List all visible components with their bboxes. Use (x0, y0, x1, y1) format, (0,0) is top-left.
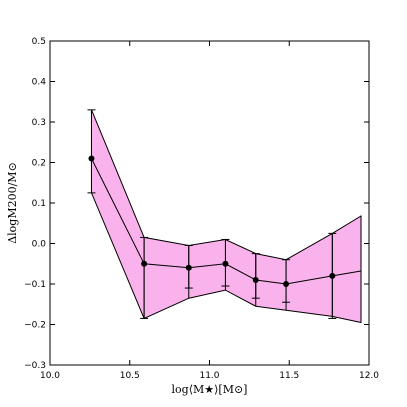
x-tick-label: 12.0 (359, 371, 379, 381)
y-tick-label: 0.0 (32, 240, 47, 250)
band-median-line (91, 158, 362, 285)
data-point (222, 260, 229, 267)
band-area (91, 109, 362, 324)
data-point (252, 276, 259, 283)
ticks-layer: 10.0 10.5 11.0 11.5 12.0 −0.3 −0.2 −0.1 0.0 0.1 0.… (24, 37, 379, 381)
x-tick-label: 11.5 (279, 371, 299, 381)
x-axis-label: log⟨M★⟩[M⊙] (172, 383, 248, 396)
series-layer (87, 109, 337, 319)
data-point (329, 272, 336, 279)
y-tick-label: −0.1 (24, 280, 46, 290)
y-tick-label: 0.1 (32, 199, 46, 209)
y-tick-label: 0.4 (32, 78, 47, 88)
data-point (141, 260, 148, 267)
x-tick-label: 11.0 (199, 371, 219, 381)
y-tick-label: 0.3 (32, 118, 46, 128)
data-point (88, 155, 95, 162)
x-tick-label: 10.0 (40, 371, 60, 381)
x-tick-label: 10.5 (120, 371, 140, 381)
y-tick-label: −0.2 (24, 321, 46, 331)
y-tick-label: 0.5 (32, 37, 46, 47)
y-axis-label: ΔlogM200/M⊙ (6, 162, 19, 244)
data-point (185, 264, 192, 271)
y-tick-label: 0.2 (32, 159, 46, 169)
band-layer (90, 109, 362, 324)
y-tick-label: −0.3 (24, 361, 46, 371)
data-point (283, 281, 290, 287)
